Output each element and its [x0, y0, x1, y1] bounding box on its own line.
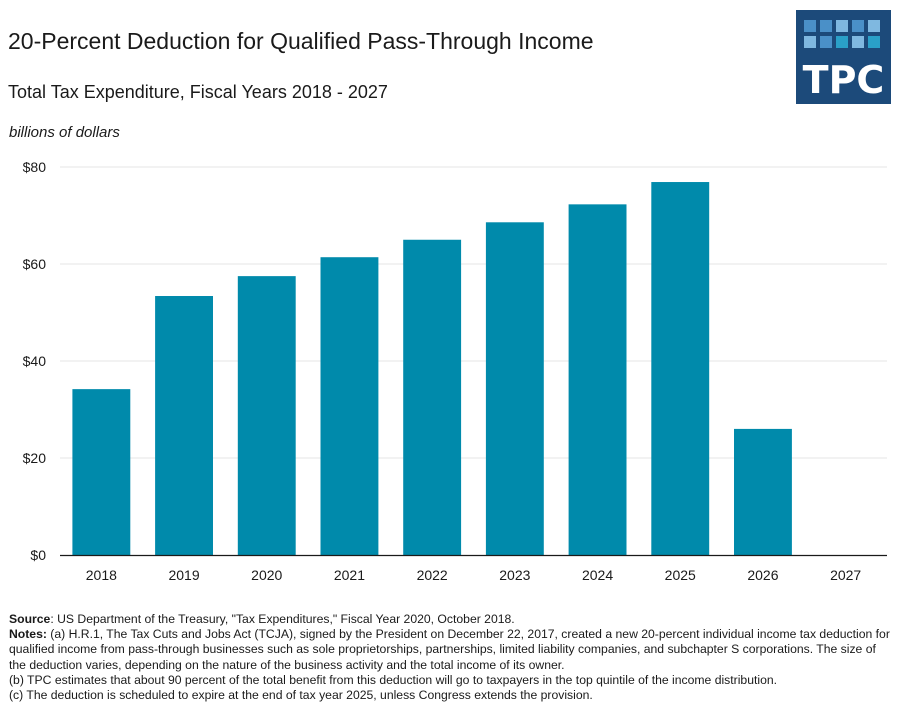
logo-cell [868, 20, 880, 32]
y-tick-label: $60 [23, 256, 47, 272]
logo-cell [852, 36, 864, 48]
bar-2025 [651, 182, 710, 555]
x-tick-label: 2019 [168, 567, 199, 583]
x-tick-label: 2023 [499, 567, 530, 583]
logo-cell [820, 36, 832, 48]
x-tick-label: 2018 [86, 567, 117, 583]
units-label: billions of dollars [9, 124, 120, 141]
bar-2020 [237, 276, 296, 555]
footer-notes: Source: US Department of the Treasury, "… [9, 612, 894, 703]
note-c: (c) The deduction is scheduled to expire… [9, 688, 593, 703]
x-tick-label: 2021 [334, 567, 365, 583]
y-tick-label: $0 [30, 547, 46, 563]
bar-2019 [155, 296, 213, 555]
x-tick-label: 2020 [251, 567, 282, 583]
source-label: Source [9, 612, 51, 626]
tpc-logo: TPC [796, 10, 891, 104]
bar-2026 [734, 428, 792, 555]
chart-subtitle: Total Tax Expenditure, Fiscal Years 2018… [8, 82, 388, 102]
bar-2021 [320, 257, 379, 555]
bar-chart: $0 $20 $40 $60 $80 2018 2019 2020 2021 2022 2023 20… [23, 159, 887, 583]
bar-2023 [485, 222, 544, 555]
bar-2024 [568, 204, 627, 555]
x-tick-label: 2022 [417, 567, 448, 583]
note-a-text: (a) H.R.1, The Tax Cuts and Jobs Act (TC… [9, 627, 890, 672]
source-line: Source: US Department of the Treasury, "… [9, 612, 894, 627]
notes-label: Notes: [9, 627, 47, 642]
y-tick-label: $40 [23, 353, 47, 369]
logo-cell [820, 20, 832, 32]
x-tick-label: 2027 [830, 567, 861, 583]
x-tick-label: 2024 [582, 567, 613, 583]
y-tick-label: $80 [23, 159, 47, 175]
x-tick-label: 2026 [747, 567, 778, 583]
bar-2018 [72, 389, 131, 555]
note-b: (b) TPC estimates that about 90 percent … [9, 672, 778, 687]
tpc-logo-grid-icon [804, 20, 883, 48]
logo-cell [852, 20, 864, 32]
chart-title: 20-Percent Deduction for Qualified Pass-… [8, 28, 594, 54]
logo-cell [836, 36, 848, 48]
logo-cell [804, 20, 816, 32]
logo-cell [836, 20, 848, 32]
y-tick-label: $20 [23, 450, 47, 466]
logo-text: TPC [802, 58, 885, 102]
note-a: Notes: (a) H.R.1, The Tax Cuts and Jobs … [9, 627, 894, 673]
source-text: : US Department of the Treasury, "Tax Ex… [50, 612, 515, 626]
bar-2022 [403, 239, 462, 555]
logo-cell [868, 36, 880, 48]
logo-cell [804, 36, 816, 48]
x-tick-label: 2025 [665, 567, 696, 583]
